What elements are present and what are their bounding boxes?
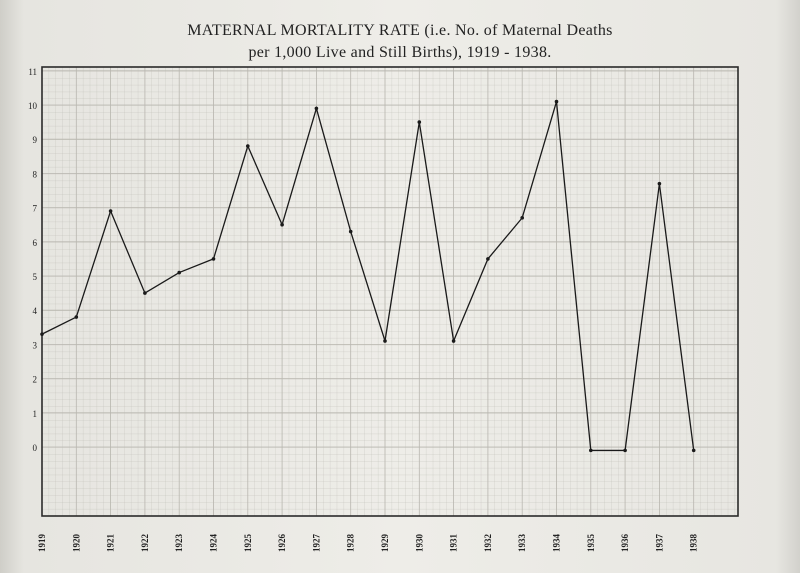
data-point	[451, 339, 456, 343]
y-tick-label: 4	[33, 306, 38, 316]
y-tick-label: 2	[33, 375, 38, 385]
data-point	[589, 448, 593, 453]
x-tick-label: 1924	[209, 534, 219, 553]
title-line-2-text: per 1,000 Live and Still Births), 1919 -…	[248, 44, 552, 61]
x-tick-label: 1919	[37, 534, 47, 553]
data-point	[554, 99, 559, 104]
y-tick-label: 8	[33, 169, 38, 179]
y-tick-label: 11	[28, 67, 37, 77]
y-tick-label: 0	[33, 443, 38, 453]
data-point	[348, 229, 353, 234]
data-point	[74, 315, 79, 319]
data-point	[623, 448, 627, 453]
x-tick-label: 1920	[71, 534, 81, 553]
chart-title-line-1: MATERNAL MORTALITY RATE (i.e. No. of Mat…	[120, 22, 680, 40]
data-point	[417, 120, 422, 124]
data-point	[383, 339, 387, 343]
x-tick-label: 1934	[552, 534, 562, 553]
data-point	[108, 209, 113, 213]
x-tick-label: 1938	[689, 534, 699, 553]
y-tick-label: 5	[33, 272, 38, 282]
plot-frame	[41, 66, 739, 517]
x-tick-label: 1928	[346, 534, 356, 553]
x-tick-label: 1929	[380, 534, 390, 553]
data-point	[657, 181, 662, 186]
x-tick-label: 1936	[620, 534, 630, 553]
y-tick-label: 1	[33, 409, 38, 419]
data-point	[143, 291, 147, 295]
data-point	[40, 332, 44, 336]
data-point	[520, 216, 524, 220]
x-tick-label: 1927	[311, 534, 321, 553]
x-tick-label: 1935	[586, 534, 596, 553]
y-tick-label: 7	[33, 204, 38, 214]
x-tick-label: 1937	[654, 534, 664, 553]
series-line	[41, 101, 695, 452]
data-point	[211, 257, 216, 261]
x-tick-label: 1923	[174, 534, 184, 553]
y-tick-label: 9	[33, 135, 38, 145]
data-point	[280, 222, 284, 227]
x-tick-label: 1930	[414, 534, 424, 553]
x-tick-label: 1932	[483, 534, 493, 553]
x-tick-label: 1925	[243, 534, 253, 553]
chart-title-line-2: per 1,000 Live and Still Births), 1919 -…	[120, 44, 680, 62]
x-tick-label: 1933	[517, 534, 527, 553]
data-point	[246, 144, 250, 148]
y-tick-label: 3	[33, 340, 38, 350]
data-point	[314, 106, 319, 111]
x-tick-label: 1926	[277, 534, 287, 553]
x-tick-label: 1922	[140, 534, 150, 553]
data-point	[486, 257, 490, 261]
x-tick-label: 1921	[106, 534, 116, 553]
x-tick-label: 1931	[449, 534, 459, 553]
data-point	[177, 270, 181, 275]
y-tick-label: 10	[28, 101, 38, 111]
title-line-1-text: MATERNAL MORTALITY RATE (i.e. No. of Mat…	[187, 22, 613, 39]
data-point	[691, 448, 696, 453]
y-tick-label: 6	[33, 238, 38, 248]
